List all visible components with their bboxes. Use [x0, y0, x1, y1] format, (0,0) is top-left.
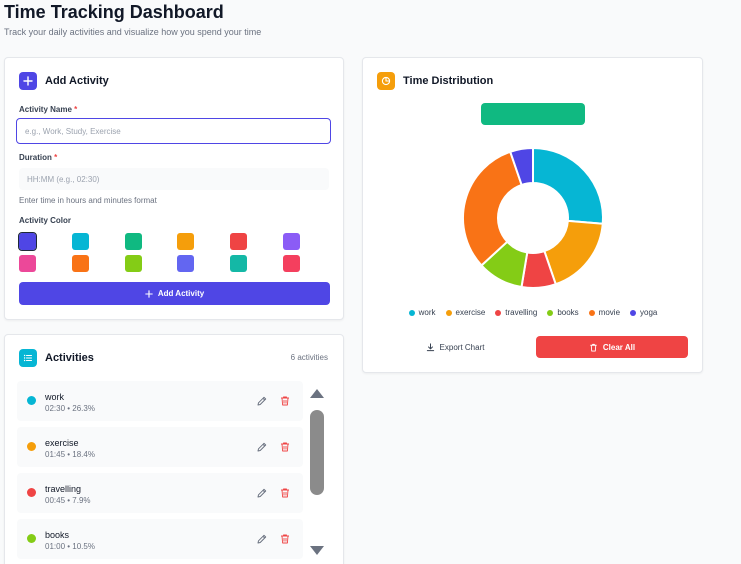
- color-swatch[interactable]: [125, 255, 142, 272]
- scroll-down-arrow-icon[interactable]: [309, 545, 325, 557]
- activity-item: travelling 00:45 • 7.9%: [17, 473, 303, 513]
- required-marker: *: [74, 105, 78, 114]
- activity-name-input[interactable]: [16, 118, 331, 144]
- required-marker: *: [54, 153, 58, 162]
- legend-item-travelling: travelling: [495, 308, 537, 317]
- legend-item-books: books: [547, 308, 579, 317]
- clear-all-button[interactable]: Clear All: [536, 336, 688, 358]
- chart-legend: work exercise travelling books movie yoga: [363, 308, 703, 317]
- legend-dot: [547, 309, 554, 316]
- scrollbar-thumb[interactable]: [310, 410, 324, 495]
- duration-label: Duration *: [19, 153, 57, 162]
- activity-color-dot: [27, 534, 36, 543]
- legend-item-exercise: exercise: [445, 308, 486, 317]
- donut-slice-movie: [462, 150, 523, 267]
- activity-name: work: [45, 392, 65, 402]
- add-activity-title: Add Activity: [45, 75, 109, 87]
- color-swatch[interactable]: [72, 255, 89, 272]
- legend-item-work: work: [408, 308, 436, 317]
- donut-chart: [462, 146, 604, 289]
- activity-meta: 00:45 • 7.9%: [45, 496, 91, 505]
- activities-card: Activities 6 activities work 02:30 • 26.3…: [4, 334, 344, 564]
- page-subtitle: Track your daily activities and visualiz…: [4, 27, 262, 37]
- legend-dot: [630, 309, 637, 316]
- edit-icon[interactable]: [256, 395, 268, 407]
- donut-slice-yoga: [509, 146, 534, 187]
- color-swatch[interactable]: [283, 255, 300, 272]
- duration-input[interactable]: [19, 168, 329, 190]
- add-activity-card: Add Activity Activity Name * Duration * …: [4, 57, 344, 320]
- legend-label: exercise: [455, 308, 486, 317]
- activity-color-dot: [27, 396, 36, 405]
- edit-icon[interactable]: [256, 487, 268, 499]
- activity-color-dot: [27, 442, 36, 451]
- activity-meta: 01:00 • 10.5%: [45, 542, 95, 551]
- activity-name-label-text: Activity Name: [19, 105, 72, 114]
- download-icon: [426, 342, 434, 351]
- pie-chart-icon: [377, 72, 395, 90]
- duration-label-text: Duration: [19, 153, 52, 162]
- activity-item: books 01:00 • 10.5%: [17, 519, 303, 559]
- color-swatch[interactable]: [230, 233, 247, 250]
- trash-icon: [590, 343, 597, 352]
- duration-hint: Enter time in hours and minutes format: [19, 196, 157, 205]
- plus-icon: [145, 289, 153, 298]
- legend-label: books: [557, 308, 579, 317]
- color-swatch[interactable]: [283, 233, 300, 250]
- activities-header: Activities: [19, 349, 94, 367]
- activity-meta: 01:45 • 18.4%: [45, 450, 95, 459]
- activity-name: travelling: [45, 484, 82, 494]
- delete-icon[interactable]: [279, 487, 291, 499]
- color-swatch[interactable]: [177, 255, 194, 272]
- legend-label: yoga: [640, 308, 658, 317]
- activity-color-label: Activity Color: [19, 216, 72, 225]
- time-distribution-header: Time Distribution: [377, 72, 493, 90]
- activity-name-label: Activity Name *: [19, 105, 77, 114]
- legend-label: travelling: [505, 308, 538, 317]
- page-title: Time Tracking Dashboard: [4, 2, 224, 22]
- delete-icon[interactable]: [279, 533, 291, 545]
- activity-item: exercise 01:45 • 18.4%: [17, 427, 303, 467]
- legend-dot: [588, 309, 595, 316]
- legend-dot: [408, 309, 415, 316]
- color-swatch[interactable]: [18, 232, 37, 251]
- legend-dot: [445, 309, 452, 316]
- activities-title: Activities: [45, 352, 94, 364]
- edit-icon[interactable]: [256, 441, 268, 453]
- delete-icon[interactable]: [279, 441, 291, 453]
- legend-item-movie: movie: [588, 308, 621, 317]
- add-activity-button[interactable]: Add Activity: [19, 282, 330, 305]
- activity-name: exercise: [45, 438, 79, 448]
- activity-item: work 02:30 • 26.3%: [17, 381, 303, 421]
- plus-icon: [19, 72, 37, 90]
- legend-dot: [495, 309, 502, 316]
- list-icon: [19, 349, 37, 367]
- activity-meta: 02:30 • 26.3%: [45, 404, 95, 413]
- color-swatch[interactable]: [177, 233, 194, 250]
- activity-name: books: [45, 530, 70, 540]
- time-distribution-card: Time Distribution work exercise travelling…: [362, 57, 703, 373]
- color-swatch[interactable]: [230, 255, 247, 272]
- activity-color-dot: [27, 488, 36, 497]
- scroll-up-arrow-icon[interactable]: [309, 387, 325, 399]
- scrollbar[interactable]: [307, 385, 327, 564]
- add-activity-header: Add Activity: [19, 72, 109, 90]
- color-swatch[interactable]: [19, 255, 36, 272]
- edit-icon[interactable]: [256, 533, 268, 545]
- activities-count: 6 activities: [290, 353, 328, 362]
- export-chart-label: Export Chart: [439, 342, 485, 352]
- export-chart-button[interactable]: Export Chart: [385, 336, 525, 358]
- clear-all-label: Clear All: [602, 342, 636, 352]
- legend-item-yoga: yoga: [630, 308, 657, 317]
- chart-title-bar: [481, 103, 585, 125]
- legend-label: work: [418, 308, 436, 317]
- legend-label: movie: [598, 308, 621, 317]
- color-swatch[interactable]: [72, 233, 89, 250]
- delete-icon[interactable]: [279, 395, 291, 407]
- color-swatch[interactable]: [125, 233, 142, 250]
- donut-slice-work: [532, 146, 604, 225]
- time-distribution-title: Time Distribution: [403, 75, 494, 87]
- add-activity-button-label: Add Activity: [157, 289, 205, 298]
